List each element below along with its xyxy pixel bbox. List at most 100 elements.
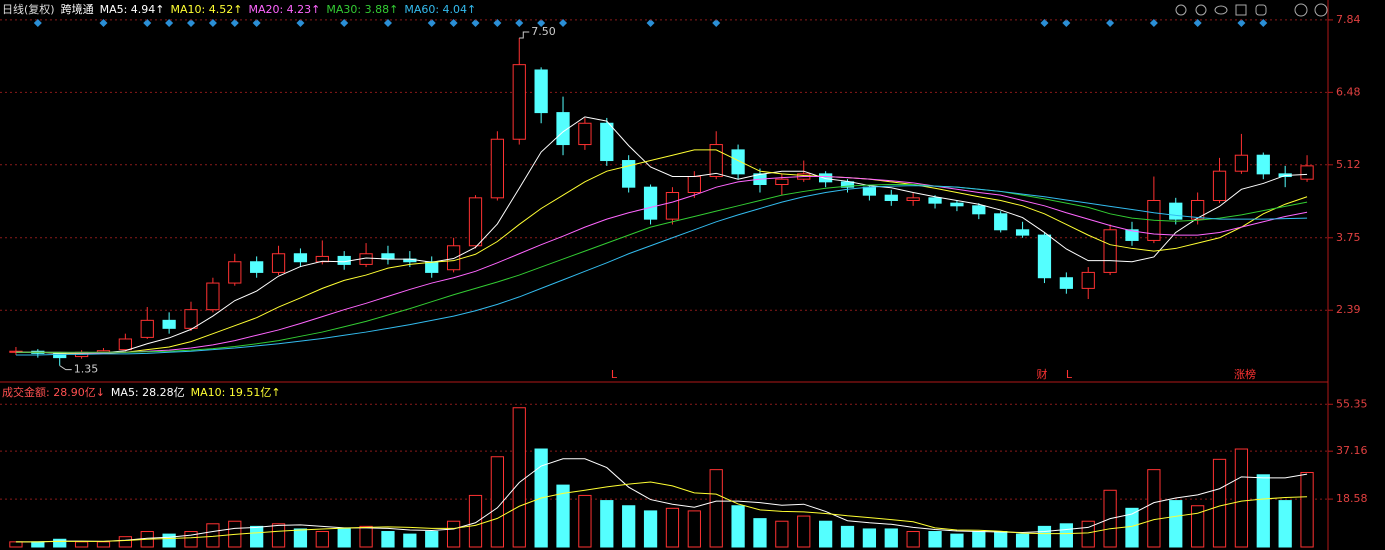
event-diamond [1040, 19, 1049, 27]
candle-body [731, 149, 745, 175]
volume-bar [250, 525, 264, 548]
volume-bar [118, 536, 132, 548]
candle-body [184, 309, 198, 329]
y-tick-label: 18.58 [1336, 492, 1368, 505]
tool-icon[interactable] [1195, 4, 1207, 16]
annotation-leader [59, 365, 72, 371]
y-tick-label: 2.39 [1336, 303, 1361, 316]
volume-bar [206, 523, 220, 548]
candle-body [293, 253, 308, 263]
candle-body [140, 319, 154, 338]
zoom-out[interactable] [1314, 3, 1328, 17]
volume-bar [1037, 525, 1052, 548]
ma-line [15, 184, 1308, 353]
event-diamond [1149, 19, 1158, 27]
candle-body [118, 338, 132, 351]
candle-body [578, 122, 592, 146]
candle-body [622, 160, 636, 188]
candle-body [1300, 165, 1314, 180]
volume-bar [1147, 469, 1161, 548]
volume-bar [490, 456, 505, 548]
volume-bar [184, 531, 198, 548]
volume-bar [512, 407, 526, 548]
volume-bar [884, 528, 898, 548]
event-diamond [449, 19, 458, 27]
volume-bar [906, 531, 920, 548]
candle-body [928, 197, 942, 204]
volume-bar [315, 531, 329, 548]
tool-icon[interactable] [1175, 4, 1187, 16]
candle-body [468, 197, 483, 247]
legend-label: MA30: 3.88↑ [326, 3, 398, 16]
candle-body [600, 122, 614, 162]
candle-body [1037, 234, 1052, 279]
legend-label: MA10: 4.52↑ [171, 3, 243, 16]
chart-subtitle: 跨境通 [61, 2, 94, 16]
event-diamond [1259, 19, 1268, 27]
candle-body [490, 138, 505, 199]
candle-body [1169, 202, 1183, 220]
event-diamond [537, 19, 546, 27]
legend-label: MA5: 4.94↑ [100, 3, 165, 16]
ma-line [15, 176, 1308, 354]
candle-body [643, 186, 658, 220]
ma-line [15, 116, 1308, 354]
volume-bar [1234, 448, 1249, 548]
volume-bar [381, 531, 395, 548]
volume-bar [600, 500, 614, 548]
tool-icon[interactable] [1235, 4, 1247, 16]
volume-bar [1059, 523, 1073, 548]
candle-body [1212, 170, 1227, 201]
volume-bar [578, 494, 592, 548]
annotation-leader [519, 31, 530, 39]
event-diamond [471, 19, 480, 27]
candle-body [1234, 154, 1249, 172]
volume-bar [1169, 500, 1183, 548]
candle-body [512, 64, 526, 140]
candle-body [906, 197, 920, 201]
event-diamond [33, 19, 42, 27]
event-diamond [1062, 19, 1071, 27]
zoom-in[interactable] [1294, 3, 1308, 17]
candle-body [1256, 154, 1270, 175]
event-label: 涨榜 [1234, 367, 1256, 381]
volume-bar [709, 469, 723, 548]
event-diamond [515, 19, 524, 27]
event-diamond [646, 19, 655, 27]
legend-label: MA10: 19.51亿↑ [191, 386, 281, 399]
y-tick-label: 7.84 [1336, 13, 1361, 26]
volume-bar [556, 484, 570, 548]
candle-body [381, 253, 395, 260]
volume-bar [665, 507, 680, 548]
candle-body [884, 194, 898, 201]
volume-bar [53, 538, 67, 548]
event-diamond [427, 19, 436, 27]
event-diamond [165, 19, 174, 27]
event-diamond [187, 19, 196, 27]
volume-bar [797, 515, 811, 548]
event-label: L [611, 368, 618, 381]
candle-body [425, 261, 439, 273]
event-diamond [493, 19, 502, 27]
volume-bar [731, 505, 745, 548]
y-tick-label: 5.12 [1336, 158, 1361, 171]
y-tick-label: 6.48 [1336, 85, 1361, 98]
volume-bar [1278, 500, 1292, 548]
y-tick-label: 55.35 [1336, 397, 1368, 410]
event-diamond [1237, 19, 1246, 27]
volume-bar [1212, 458, 1227, 548]
event-diamond [383, 19, 392, 27]
ma-line [15, 185, 1308, 356]
tool-icon[interactable] [1214, 5, 1228, 15]
volume-bar [687, 510, 701, 548]
volume-bar [74, 541, 89, 548]
volume-bar [271, 523, 286, 548]
candle-body [446, 245, 461, 271]
volume-bar [1191, 505, 1205, 548]
candle-body [1015, 229, 1030, 236]
tool-icon[interactable] [1255, 4, 1267, 16]
volume-bar [403, 533, 417, 548]
event-diamond [296, 19, 305, 27]
